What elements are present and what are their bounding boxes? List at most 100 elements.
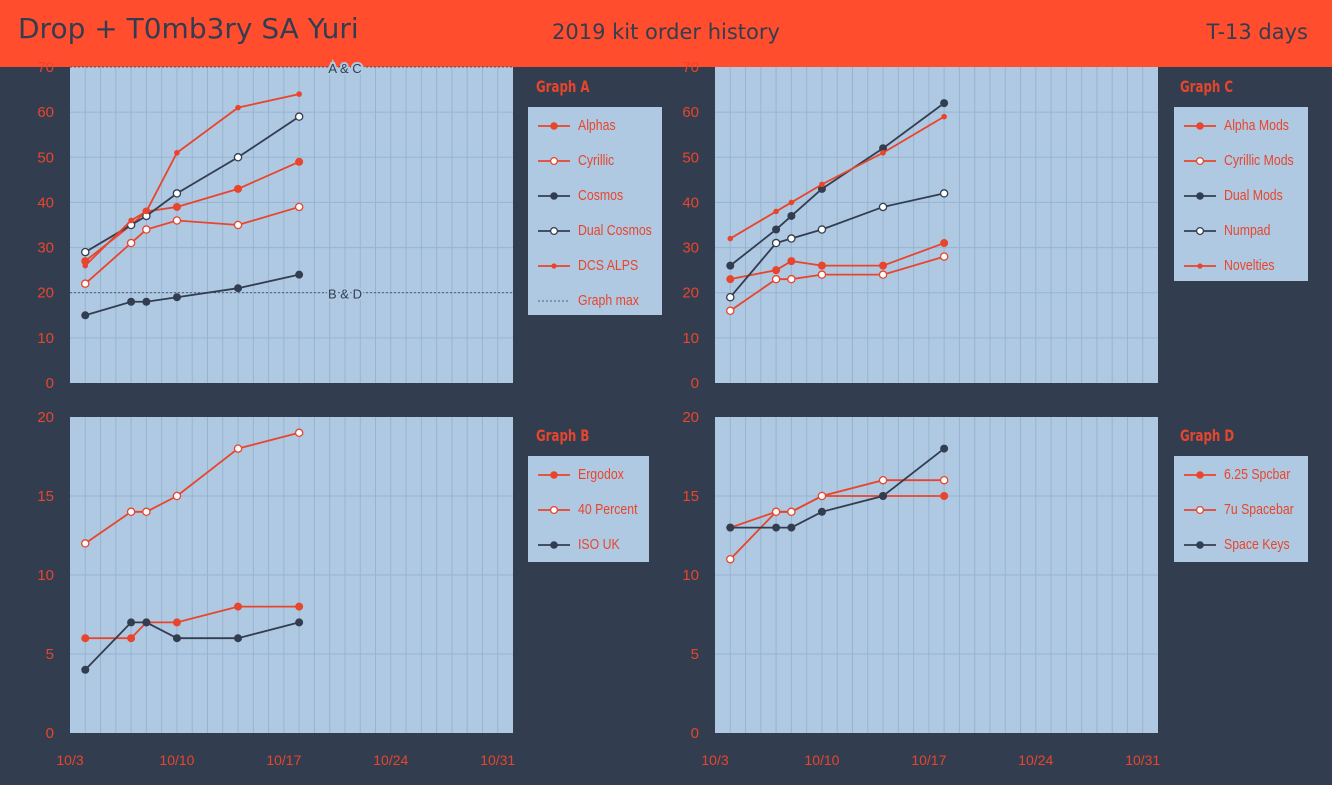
data-point-dual-cosmos	[81, 247, 90, 257]
data-point-cosmos	[234, 284, 243, 293]
data-point-numpad	[771, 238, 781, 248]
x-tick-label: 10/17	[266, 752, 301, 768]
y-tick-label: 60	[37, 104, 54, 121]
data-point-cyrillic	[172, 216, 182, 225]
chart-graph-a: 0 10 20 30 40 50 60 70 A & C B & D	[37, 59, 513, 392]
legend-label: Dual Mods	[1224, 187, 1283, 204]
y-tick-label: 10	[682, 330, 699, 347]
reference-line-label: B & D	[328, 287, 362, 302]
y-tick-label: 0	[46, 375, 54, 392]
data-point-cyrillic	[126, 238, 136, 248]
data-point-space-keys	[787, 523, 796, 532]
y-tick-label: 30	[682, 240, 699, 257]
legend-swatch	[538, 263, 570, 269]
data-point-40-percent	[81, 539, 90, 548]
legend-label: Cosmos	[578, 187, 624, 204]
data-point-dual-cosmos	[294, 112, 304, 121]
y-tick-label: 0	[691, 375, 699, 392]
legend-item: Ergodox	[528, 465, 649, 485]
x-tick-label: 10/10	[804, 752, 839, 768]
y-tick-label: 0	[46, 725, 54, 742]
data-point-dual-mods	[787, 211, 796, 220]
data-point-7u-spacebar	[939, 475, 949, 485]
series-line-alphas	[84, 160, 300, 262]
data-point-cosmos	[295, 270, 304, 279]
x-tick-label: 10/17	[911, 752, 946, 768]
legend-item: Alphas	[528, 116, 662, 136]
legend-label: 6.25 Spcbar	[1224, 466, 1291, 483]
y-tick-label: 20	[682, 409, 699, 426]
data-point-ergodox	[172, 618, 181, 627]
data-point-alpha-mods	[879, 261, 888, 270]
legend-graph-b: Ergodox 40 Percent ISO UK	[528, 456, 649, 562]
series-line-novelties	[729, 115, 945, 240]
legend-swatch	[538, 226, 570, 236]
legend-swatch	[538, 300, 570, 302]
data-point-cyrillic	[233, 220, 243, 230]
y-tick-label: 50	[37, 149, 54, 166]
data-point-cyrillic-mods	[726, 306, 735, 316]
legend-label: ISO UK	[578, 536, 620, 553]
data-point-iso-uk	[142, 618, 151, 627]
data-point-dcs-alps	[174, 149, 180, 156]
y-tick-label: 70	[37, 59, 54, 76]
legend-item: 40 Percent	[528, 500, 649, 520]
legend-swatch	[1184, 226, 1216, 236]
data-point-40-percent	[294, 428, 304, 438]
data-point-7u-spacebar	[817, 491, 827, 501]
data-point-cyrillic	[81, 279, 90, 288]
series-line-cosmos	[85, 273, 300, 317]
data-point-numpad	[939, 189, 949, 198]
data-point-cosmos	[81, 311, 90, 320]
series-line-dual-mods	[729, 102, 945, 267]
y-tick-label: 20	[37, 409, 54, 426]
series-line-7u-spacebar	[729, 479, 945, 560]
x-tick-label: 10/31	[480, 752, 515, 768]
data-point-alphas	[295, 157, 304, 166]
legend-swatch	[538, 541, 570, 549]
data-point-novelties	[773, 208, 779, 215]
y-tick-label: 5	[46, 646, 54, 663]
data-point-40-percent	[126, 507, 136, 517]
data-point-dcs-alps	[82, 262, 89, 269]
data-point-7u-spacebar	[878, 475, 888, 485]
legend-label: 40 Percent	[578, 501, 638, 518]
data-point-iso-uk	[172, 634, 181, 643]
series-line-numpad	[729, 192, 945, 298]
legend-item: Cyrillic	[528, 151, 662, 171]
countdown-label: T-13 days	[1206, 20, 1308, 44]
legend-graph-d: 6.25 Spcbar 7u Spacebar Space Keys	[1174, 456, 1308, 562]
data-point-alphas	[234, 184, 243, 193]
data-point-7u-spacebar	[726, 554, 735, 564]
legend-item: Space Keys	[1174, 535, 1308, 555]
y-tick-label: 10	[682, 567, 699, 584]
legend-item: 6.25 Spcbar	[1174, 465, 1308, 485]
data-point-dual-mods	[817, 184, 826, 193]
legend-item: Alpha Mods	[1174, 116, 1308, 136]
data-point-dcs-alps	[296, 91, 302, 97]
data-point-40-percent	[142, 507, 151, 517]
data-point-cyrillic-mods	[817, 270, 827, 279]
chart-graph-d: 0 5 10 15 20 10/3 10/10 10/17 10/24 10/31	[682, 409, 1160, 768]
y-tick-label: 0	[691, 725, 699, 742]
legend-label: Graph max	[578, 292, 639, 309]
legend-item: Dual Mods	[1174, 186, 1308, 206]
data-point-cyrillic-mods	[771, 274, 781, 284]
data-point-dual-mods	[940, 99, 949, 108]
x-tick-label: 10/10	[159, 752, 194, 768]
x-tick-label: 10/3	[56, 752, 83, 768]
graph-title: Graph B	[536, 426, 590, 445]
legend-swatch	[1184, 263, 1216, 269]
legend-swatch	[1184, 541, 1216, 549]
data-point-7u-spacebar	[787, 507, 796, 517]
legend-swatch	[1184, 505, 1216, 515]
legend-item: Graph max	[528, 291, 662, 311]
data-point-ergodox	[295, 602, 304, 611]
data-point-cosmos	[142, 297, 151, 306]
graph-title: Graph A	[536, 77, 590, 96]
data-point-ergodox	[127, 634, 136, 643]
series-line-cyrillic	[84, 206, 300, 285]
data-point-cyrillic-mods	[878, 270, 888, 279]
data-point-iso-uk	[81, 665, 90, 674]
